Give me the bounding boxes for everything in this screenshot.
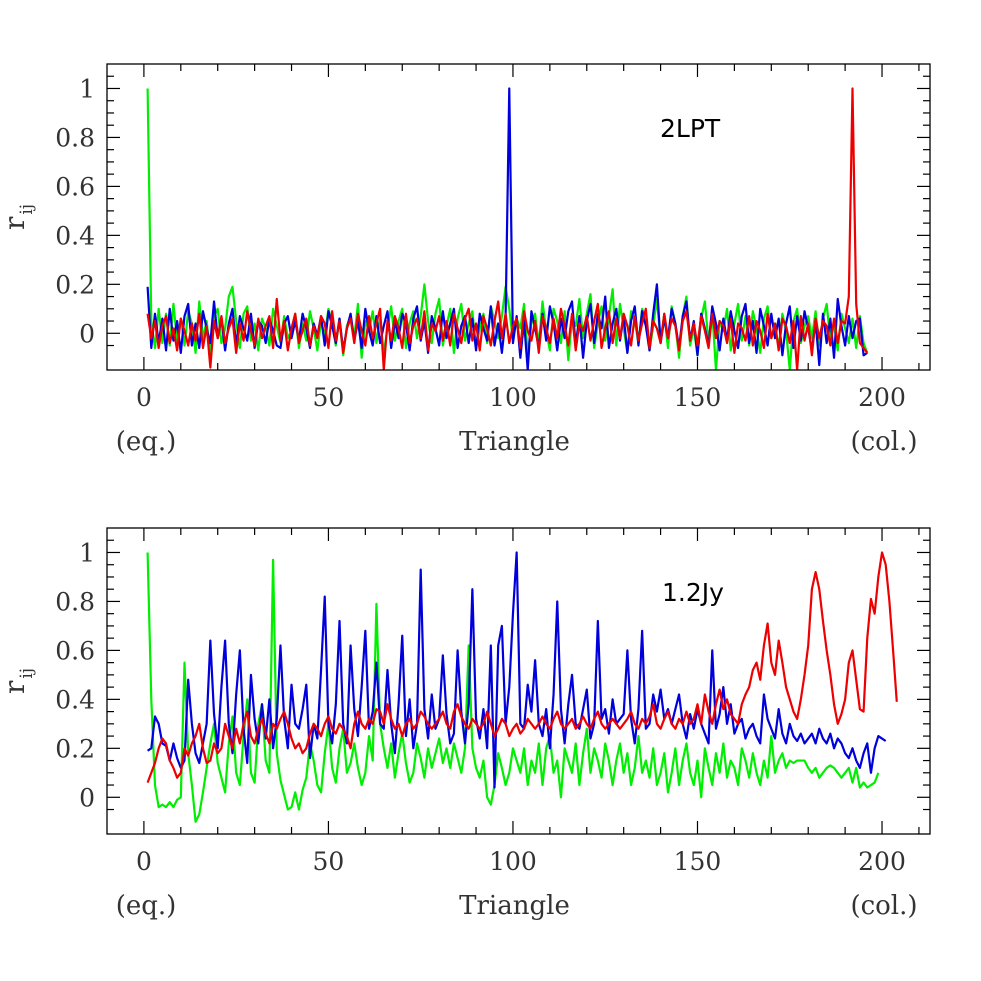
x-tick-label: 100 (489, 383, 537, 412)
y-tick-label: 0 (79, 319, 95, 348)
y-tick-label: 0 (79, 783, 95, 812)
x-axis-title: Triangle (459, 427, 570, 457)
y-tick-label: 0.6 (55, 172, 95, 201)
panel-top: 0 50 100 150 200 0 0.2 0.4 0.6 0.8 1 Triangle (eq.) (… (0, 63, 931, 457)
x-tick-label: 200 (858, 847, 906, 876)
series-line-2 (146, 551, 898, 783)
x-tick-label: 150 (674, 847, 722, 876)
x-tick-label: 50 (313, 847, 345, 876)
x-tick-label: 0 (136, 847, 152, 876)
x-axis-right-note: (col.) (850, 891, 917, 921)
x-axis-left-note: (eq.) (116, 891, 177, 921)
y-tick-label: 0.8 (55, 587, 95, 616)
y-tick-label: 0.4 (55, 685, 95, 714)
y-tick-label: 0.2 (55, 270, 95, 299)
y-tick-label: 1 (79, 538, 95, 567)
series-group (146, 87, 869, 370)
panel-annotation: 1.2Jy (662, 578, 724, 607)
x-tick-label: 150 (674, 383, 722, 412)
y-tick-label: 0.2 (55, 734, 95, 763)
series-group (146, 551, 898, 823)
y-tick-label: 0.6 (55, 636, 95, 665)
y-axis-title: rij (0, 204, 37, 230)
x-axis-left-note: (eq.) (116, 427, 177, 457)
x-axis-right-note: (col.) (850, 427, 917, 457)
x-tick-label: 100 (489, 847, 537, 876)
y-axis-title: rij (0, 668, 37, 694)
x-axis-title: Triangle (459, 891, 570, 921)
panel-annotation: 2LPT (660, 114, 721, 143)
plot-frame (106, 63, 931, 371)
x-tick-label: 50 (313, 383, 345, 412)
panel-bottom: 0 50 100 150 200 0 0.2 0.4 0.6 0.8 1 Triangle (eq.) (… (0, 527, 931, 921)
x-tick-label: 0 (136, 383, 152, 412)
series-line-2 (146, 87, 869, 370)
y-tick-label: 1 (79, 74, 95, 103)
series-line-0 (146, 552, 880, 823)
y-tick-label: 0.4 (55, 221, 95, 250)
x-tick-label: 200 (858, 383, 906, 412)
series-line-1 (146, 551, 887, 789)
plot-frame (106, 527, 931, 835)
y-tick-label: 0.8 (55, 123, 95, 152)
